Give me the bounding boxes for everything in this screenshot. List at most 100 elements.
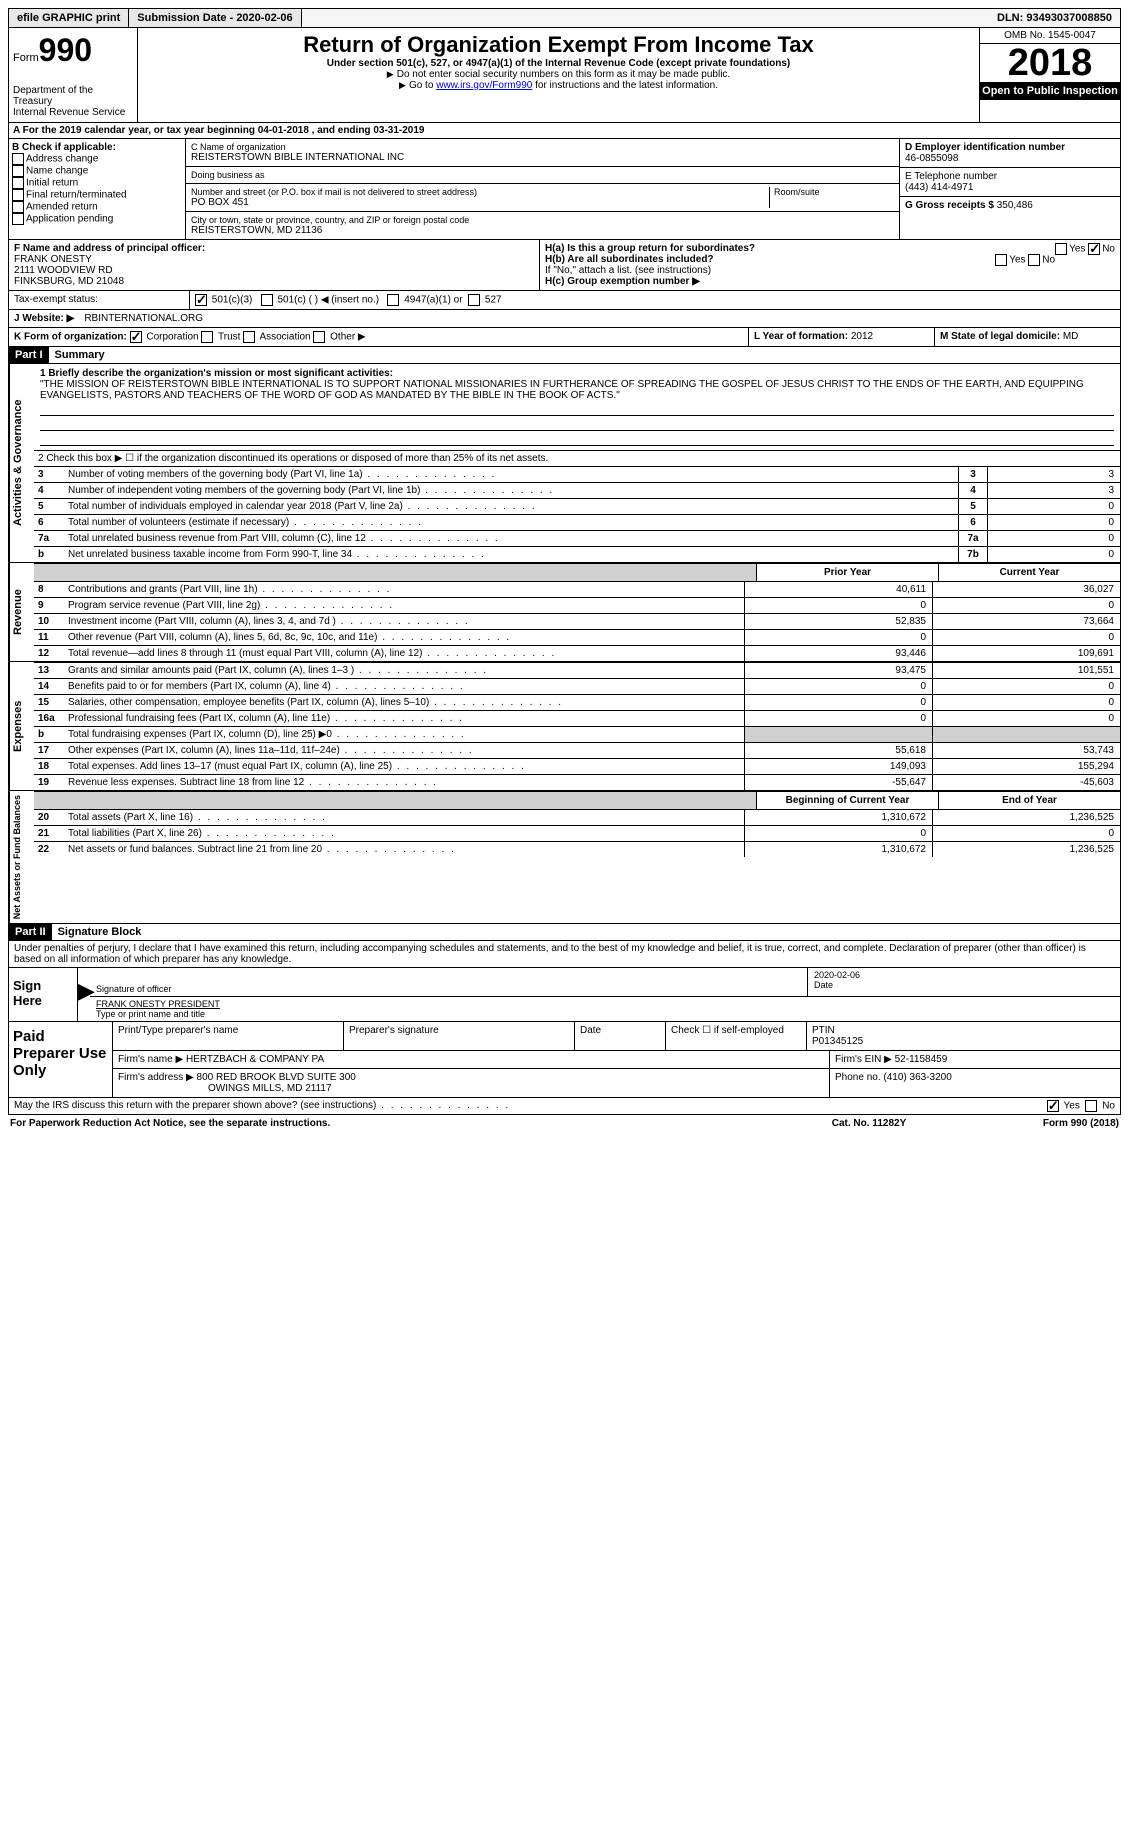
row-text: Program service revenue (Part VIII, line… — [64, 598, 744, 613]
officer-row: F Name and address of principal officer:… — [8, 240, 1121, 291]
row-num: 3 — [34, 467, 64, 482]
form-org-label: K Form of organization: — [14, 332, 127, 343]
row-box: 3 — [958, 467, 988, 482]
dba-label: Doing business as — [191, 170, 894, 180]
current-val: 109,691 — [932, 646, 1120, 661]
row-text: Net unrelated business taxable income fr… — [64, 547, 958, 562]
row-box: 7b — [958, 547, 988, 562]
row-text: Benefits paid to or for members (Part IX… — [64, 679, 744, 694]
period-row: A For the 2019 calendar year, or tax yea… — [8, 123, 1121, 139]
officer-name: FRANK ONESTY — [14, 254, 534, 265]
ha-no[interactable] — [1088, 243, 1100, 255]
hb-note: If "No," attach a list. (see instruction… — [545, 265, 1115, 276]
checkbox-amended[interactable] — [12, 201, 24, 213]
cb-501c[interactable] — [261, 294, 273, 306]
row-box: 7a — [958, 531, 988, 546]
row-num: 11 — [34, 630, 64, 645]
current-val — [932, 727, 1120, 742]
ptin-header: PTIN — [812, 1025, 835, 1036]
part1-title: Summary — [49, 347, 111, 363]
prior-val: 52,835 — [744, 614, 932, 629]
current-val: 0 — [932, 630, 1120, 645]
cb-corp[interactable] — [130, 331, 142, 343]
discuss-no[interactable] — [1085, 1100, 1097, 1112]
hb-label: H(b) Are all subordinates included? — [545, 254, 714, 265]
row-text: Contributions and grants (Part VIII, lin… — [64, 582, 744, 597]
dln: DLN: 93493037008850 — [989, 9, 1120, 27]
row-text: Total assets (Part X, line 16) — [64, 810, 744, 825]
sig-date-value: 2020-02-06 — [814, 970, 1114, 980]
irs-link[interactable]: www.irs.gov/Form990 — [436, 80, 532, 91]
row-num: 21 — [34, 826, 64, 841]
prior-val: 0 — [744, 679, 932, 694]
ha-yes[interactable] — [1055, 243, 1067, 255]
open-public: Open to Public Inspection — [980, 82, 1120, 100]
begin-year-header: Beginning of Current Year — [756, 792, 938, 809]
row-num: 9 — [34, 598, 64, 613]
part2-header-row: Part II Signature Block — [8, 924, 1121, 941]
current-year-header: Current Year — [938, 564, 1120, 581]
cb-4947[interactable] — [387, 294, 399, 306]
form-org-row: K Form of organization: Corporation Trus… — [8, 328, 1121, 347]
goto-line: Go to www.irs.gov/Form990 for instructio… — [146, 80, 971, 91]
cb-trust[interactable] — [201, 331, 213, 343]
discuss-yes[interactable] — [1047, 1100, 1059, 1112]
efile-print[interactable]: efile GRAPHIC print — [9, 9, 129, 27]
cb-assoc[interactable] — [243, 331, 255, 343]
hb-no[interactable] — [1028, 254, 1040, 266]
hb-yes[interactable] — [995, 254, 1007, 266]
prior-val: 40,611 — [744, 582, 932, 597]
ptin-value: P01345125 — [812, 1036, 863, 1047]
prior-val: 0 — [744, 630, 932, 645]
netassets-label: Net Assets or Fund Balances — [9, 791, 34, 923]
row-text: Salaries, other compensation, employee b… — [64, 695, 744, 710]
expenses-label: Expenses — [9, 662, 34, 790]
current-val: 73,664 — [932, 614, 1120, 629]
domicile-value: MD — [1063, 331, 1079, 342]
mission-underline2 — [40, 416, 1114, 431]
row-num: 8 — [34, 582, 64, 597]
sign-here-row: Sign Here ▶ Signature of officer 2020-02… — [8, 968, 1121, 1022]
row-text: Revenue less expenses. Subtract line 18 … — [64, 775, 744, 790]
prior-year-header: Prior Year — [756, 564, 938, 581]
row-val: 0 — [988, 547, 1120, 562]
phone-value: (443) 414-4971 — [905, 182, 1115, 193]
firm-ein-label: Firm's EIN ▶ — [835, 1054, 892, 1065]
prior-val: 0 — [744, 598, 932, 613]
prior-val: 1,310,672 — [744, 842, 932, 857]
row-text: Total number of individuals employed in … — [64, 499, 958, 514]
governance-label: Activities & Governance — [9, 364, 34, 562]
form-footer: Form 990 (2018) — [969, 1118, 1119, 1129]
form-number-box: Form990 Department of the TreasuryIntern… — [9, 28, 138, 122]
title-box: Return of Organization Exempt From Incom… — [138, 28, 979, 122]
declaration: Under penalties of perjury, I declare th… — [8, 941, 1121, 968]
part1-header: Part I — [9, 347, 49, 363]
officer-label: F Name and address of principal officer: — [14, 243, 534, 254]
topbar: efile GRAPHIC print Submission Date - 20… — [8, 8, 1121, 28]
row-box: 6 — [958, 515, 988, 530]
section-b: B Check if applicable: Address change Na… — [9, 139, 186, 239]
checkbox-pending[interactable] — [12, 213, 24, 225]
checkbox-final[interactable] — [12, 189, 24, 201]
prep-sig-header: Preparer's signature — [344, 1022, 575, 1050]
row-text: Grants and similar amounts paid (Part IX… — [64, 663, 744, 678]
sig-date-label: Date — [814, 980, 1114, 990]
checkbox-name[interactable] — [12, 165, 24, 177]
current-val: -45,603 — [932, 775, 1120, 790]
org-info: C Name of organization REISTERSTOWN BIBL… — [186, 139, 899, 239]
cb-501c3[interactable] — [195, 294, 207, 306]
cb-other[interactable] — [313, 331, 325, 343]
prior-val: 0 — [744, 695, 932, 710]
row-num: 18 — [34, 759, 64, 774]
netassets-section: Net Assets or Fund Balances Beginning of… — [8, 791, 1121, 924]
year-box: OMB No. 1545-0047 2018 Open to Public In… — [979, 28, 1120, 122]
checkbox-address[interactable] — [12, 153, 24, 165]
sign-here-label: Sign Here — [9, 968, 77, 1021]
checkbox-initial[interactable] — [12, 177, 24, 189]
preparer-label: Paid Preparer Use Only — [9, 1022, 112, 1097]
row-text: Total fundraising expenses (Part IX, col… — [64, 727, 744, 742]
firm-name: HERTZBACH & COMPANY PA — [186, 1054, 324, 1065]
cb-527[interactable] — [468, 294, 480, 306]
prior-val: 0 — [744, 711, 932, 726]
current-val: 101,551 — [932, 663, 1120, 678]
